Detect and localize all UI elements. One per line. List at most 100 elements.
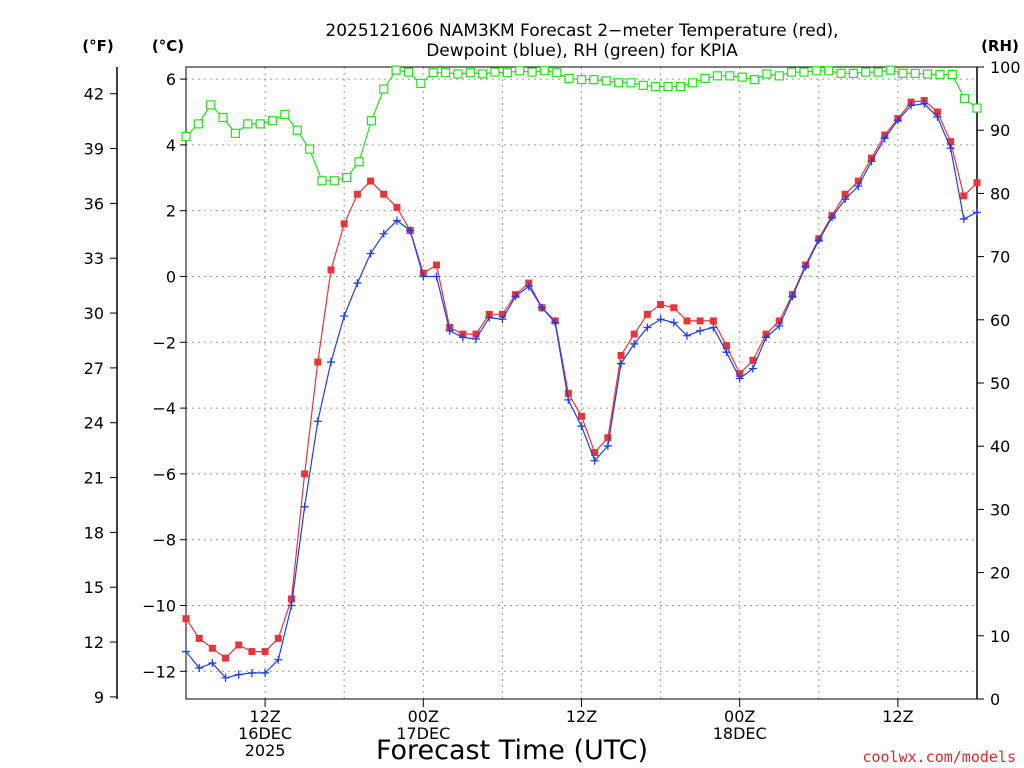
celsius-tick-label: −4 [152, 399, 176, 418]
dewpoint-point [564, 395, 573, 404]
celsius-tick-label: −10 [142, 597, 176, 616]
rh-point [243, 119, 253, 129]
rh-point [391, 65, 401, 75]
fahrenheit-tick-label: 21 [84, 469, 104, 488]
axes [116, 66, 978, 700]
rh-point [749, 75, 760, 85]
fahrenheit-tick-label: 42 [84, 85, 104, 104]
time-tick-label: 17DEC [396, 724, 450, 743]
rh-point [811, 66, 821, 76]
dewpoint-point [221, 673, 230, 682]
dewpoint-point [458, 333, 467, 342]
rh-point [960, 93, 970, 104]
dewpoint-point [827, 213, 836, 222]
rh-point [230, 128, 241, 138]
dewpoint-point [182, 647, 190, 656]
rh-point [329, 176, 339, 186]
temperature-point [472, 330, 480, 338]
rh-point [910, 68, 920, 78]
dewpoint-point [656, 315, 665, 324]
temperature-point [775, 317, 783, 325]
dewpoint-point [340, 311, 349, 320]
dewpoint-point [472, 335, 481, 344]
rh-tick-label: 80 [990, 184, 1010, 203]
rh-point [836, 68, 846, 78]
rh-point [478, 69, 488, 79]
time-tick-label: 12Z [249, 707, 280, 726]
temperature-point [947, 138, 955, 146]
fahrenheit-tick-label: 39 [84, 140, 104, 159]
rh-point [861, 67, 871, 77]
temperature-point [195, 634, 203, 642]
rh-tick-label: 0 [990, 690, 1000, 709]
celsius-axis-unit: (°C) [152, 37, 184, 55]
temperature-point [670, 304, 678, 312]
rh-point [922, 69, 933, 79]
dewpoint-point [432, 272, 441, 281]
dewpoint-point [445, 326, 454, 335]
celsius-tick-label: −8 [152, 531, 176, 550]
temperature-point [380, 190, 388, 198]
rh-point [972, 103, 982, 113]
rh-point [787, 67, 797, 77]
fahrenheit-tick-label: 27 [84, 359, 104, 378]
x-axis-title: Forecast Time (UTC) [376, 735, 648, 766]
dewpoint-point [247, 668, 256, 677]
dewpoint-point [406, 226, 415, 235]
chart-title-line1: 2025121606 NAM3KM Forecast 2−meter Tempe… [325, 21, 838, 41]
dewpoint-point [261, 668, 270, 677]
temperature-point [353, 190, 361, 198]
dewpoint-point [313, 417, 322, 426]
dewpoint-point [735, 374, 744, 383]
rh-point [366, 116, 376, 126]
rh-tick-label: 40 [990, 437, 1010, 456]
dewpoint-point [801, 262, 810, 271]
temperature-point [498, 310, 506, 318]
rh-point [885, 65, 896, 75]
dewpoint-point [524, 282, 533, 291]
fahrenheit-tick-label: 30 [84, 304, 104, 323]
dewpoint-point [498, 315, 507, 324]
dewpoint-point [208, 659, 217, 668]
celsius-tick-label: −6 [152, 465, 176, 484]
dewpoint-point [893, 116, 902, 125]
dewpoint-point [762, 333, 771, 342]
dewpoint-point [274, 655, 283, 664]
rh-tick-label: 30 [990, 500, 1010, 519]
rh-point [613, 78, 624, 88]
temperature-point [235, 641, 243, 649]
celsius-axis: −12 −10 −8 −6 −4 −2 0 2 4 6 [142, 70, 186, 681]
rh-point [342, 173, 352, 183]
temperature-point [696, 317, 704, 325]
rh-point [304, 144, 315, 154]
dewpoint-point [669, 318, 678, 327]
dewpoint-point [867, 157, 876, 166]
dewpoint-point [933, 112, 942, 121]
temperature-point [683, 317, 691, 325]
rh-point [267, 116, 278, 126]
celsius-tick-label: 6 [166, 70, 176, 89]
rh-tick-label: 20 [990, 564, 1010, 583]
temperature-point [960, 192, 968, 200]
temperature-point [564, 389, 572, 397]
temperature-point [432, 261, 440, 269]
rh-point [700, 73, 710, 83]
temperature-point [736, 370, 744, 378]
fahrenheit-tick-label: 12 [84, 633, 104, 652]
dewpoint-point [775, 321, 784, 330]
time-tick-label: 18DEC [713, 724, 767, 743]
temperature-point [578, 412, 585, 420]
temperature-point [248, 648, 256, 656]
rh-point [799, 67, 809, 77]
rh-point [601, 76, 611, 86]
rh-series [181, 65, 982, 186]
dewpoint-point [195, 664, 204, 673]
fahrenheit-axis-unit: (°F) [82, 37, 113, 55]
temperature-point [854, 177, 862, 185]
dewpoint-point [485, 313, 494, 322]
dewpoint-point [907, 101, 916, 110]
temperature-point [933, 108, 941, 116]
fahrenheit-tick-label: 33 [84, 249, 104, 268]
rh-tick-label: 60 [990, 311, 1010, 330]
rh-point [354, 157, 364, 167]
